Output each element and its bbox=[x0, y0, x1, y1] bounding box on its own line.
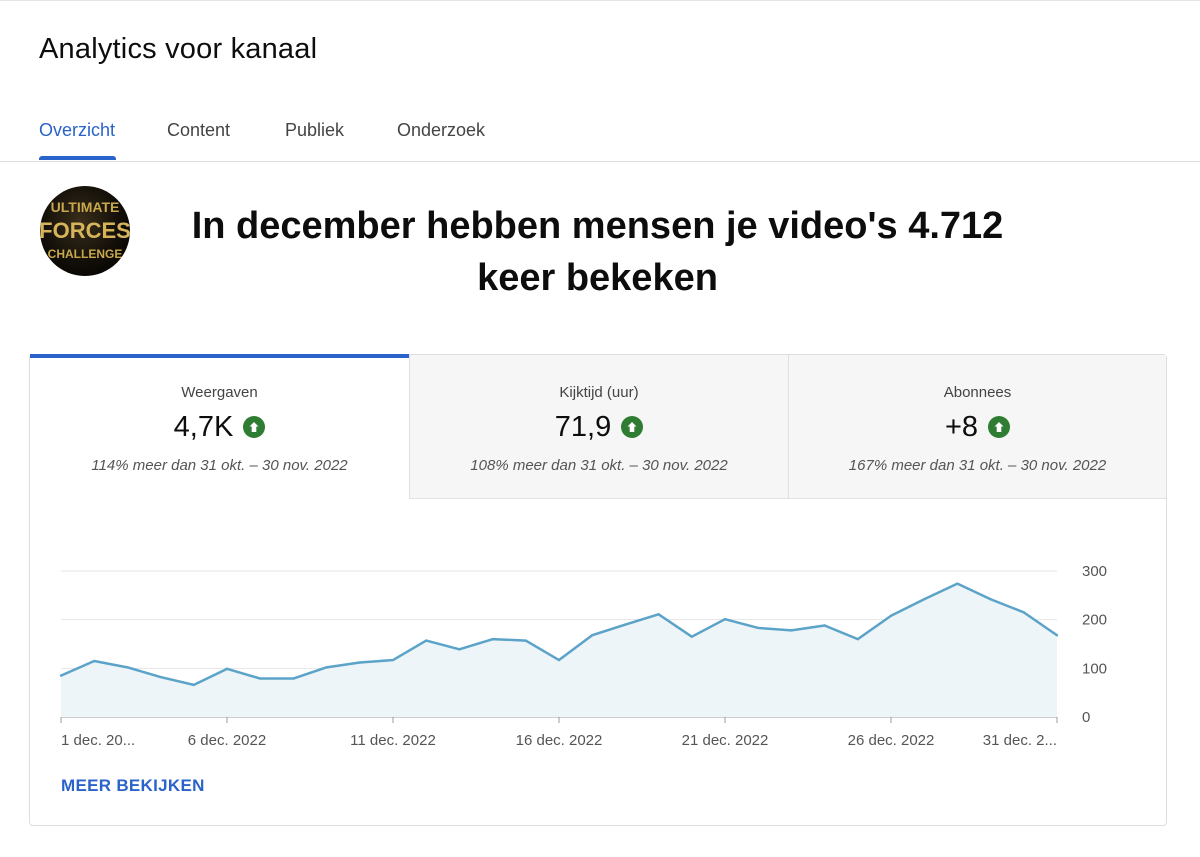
data-point bbox=[757, 626, 760, 630]
logo-text-top: ULTIMATE bbox=[51, 199, 120, 215]
tab-publiek[interactable]: Publiek bbox=[285, 120, 345, 140]
x-tick-label: 31 dec. 2... bbox=[983, 732, 1057, 749]
metric-comparison: 108% meer dan 31 okt. – 30 nov. 2022 bbox=[470, 457, 728, 474]
data-point bbox=[591, 634, 594, 637]
data-point bbox=[923, 598, 926, 601]
data-point bbox=[657, 613, 660, 616]
x-tick-label: 26 dec. 2022 bbox=[848, 732, 935, 749]
active-tab-indicator bbox=[39, 156, 116, 160]
data-point bbox=[325, 666, 328, 669]
summary-headline: In december hebben mensen je video's 4.7… bbox=[191, 205, 1004, 299]
metric-value-row: +8 bbox=[789, 409, 1166, 445]
arrow-up-icon bbox=[243, 416, 266, 438]
page-title: Analytics voor kanaal bbox=[39, 33, 318, 65]
data-point bbox=[126, 666, 129, 669]
x-tick-label: 6 dec. 2022 bbox=[188, 732, 266, 749]
area-fill bbox=[61, 583, 1057, 717]
data-point bbox=[458, 648, 461, 651]
y-tick-label: 300 bbox=[1082, 563, 1107, 580]
overview-card: Weergaven 4,7K 114% meer dan 31 okt. – 3… bbox=[29, 354, 1167, 826]
data-point bbox=[790, 629, 793, 632]
data-point bbox=[93, 659, 96, 663]
metric-tab-weergaven[interactable]: Weergaven 4,7K 114% meer dan 31 okt. – 3… bbox=[30, 354, 409, 499]
metric-value: +8 bbox=[944, 410, 979, 443]
x-tick-label: 16 dec. 2022 bbox=[516, 732, 603, 749]
data-point bbox=[259, 677, 262, 680]
metric-value-row: 71,9 bbox=[410, 409, 788, 445]
data-point bbox=[524, 639, 527, 642]
data-point bbox=[192, 683, 195, 687]
data-point bbox=[723, 617, 727, 621]
data-point bbox=[690, 635, 693, 638]
data-point bbox=[624, 623, 627, 626]
metric-label: Kijktijd (uur) bbox=[559, 384, 639, 401]
y-tick-label: 0 bbox=[1082, 709, 1090, 726]
tab-bar: Overzicht Content Publiek Onderzoek bbox=[0, 100, 1200, 162]
metric-label: Weergaven bbox=[181, 384, 258, 401]
views-chart: 300 200 100 0 1 dec. 20... 6 dec. 2022 11 dec.… bbox=[59, 563, 1107, 749]
top-divider bbox=[0, 0, 1200, 1]
x-tick-label: 1 dec. 20... bbox=[61, 732, 135, 749]
data-point bbox=[956, 582, 959, 585]
metric-comparison: 167% meer dan 31 okt. – 30 nov. 2022 bbox=[848, 457, 1107, 474]
data-point bbox=[989, 598, 992, 601]
logo-text-middle: FORCES bbox=[40, 218, 130, 243]
data-point bbox=[391, 658, 395, 662]
data-point bbox=[491, 637, 494, 641]
x-tick-label: 21 dec. 2022 bbox=[682, 732, 769, 749]
metric-tab-kijktijd[interactable]: Kijktijd (uur) 71,9 108% meer dan 31 okt… bbox=[409, 355, 788, 499]
metric-value-row: 4,7K bbox=[30, 409, 409, 445]
channel-logo: ULTIMATE FORCES CHALLENGE bbox=[40, 199, 130, 261]
arrow-up-icon bbox=[988, 416, 1011, 438]
data-point bbox=[292, 677, 295, 680]
channel-avatar: ULTIMATE FORCES CHALLENGE bbox=[40, 186, 130, 276]
data-point bbox=[823, 624, 826, 627]
data-point bbox=[225, 667, 229, 671]
y-tick-label: 200 bbox=[1082, 612, 1107, 629]
metric-comparison: 114% meer dan 31 okt. – 30 nov. 2022 bbox=[91, 457, 348, 474]
data-point bbox=[856, 637, 859, 641]
data-point bbox=[159, 675, 162, 679]
x-tick-label: 11 dec. 2022 bbox=[350, 732, 436, 749]
data-point bbox=[59, 674, 63, 677]
tab-content[interactable]: Content bbox=[167, 120, 231, 140]
data-point bbox=[889, 614, 893, 617]
logo-text-bottom: CHALLENGE bbox=[48, 247, 123, 261]
data-point bbox=[425, 639, 428, 642]
y-tick-label: 100 bbox=[1082, 660, 1107, 677]
data-point bbox=[358, 661, 361, 664]
metric-label: Abonnees bbox=[943, 384, 1012, 401]
tab-overzicht[interactable]: Overzicht bbox=[39, 120, 116, 140]
metric-tabs: Weergaven 4,7K 114% meer dan 31 okt. – 3… bbox=[30, 354, 1166, 499]
arrow-up-icon bbox=[621, 416, 644, 438]
data-point bbox=[1055, 634, 1059, 637]
metric-value: 4,7K bbox=[173, 410, 234, 443]
tab-onderzoek[interactable]: Onderzoek bbox=[397, 120, 486, 140]
data-point bbox=[557, 658, 561, 662]
see-more-link[interactable]: MEER BEKIJKEN bbox=[61, 776, 205, 795]
metric-value: 71,9 bbox=[554, 410, 612, 443]
selected-metric-indicator bbox=[30, 354, 409, 358]
metric-tab-abonnees[interactable]: Abonnees +8 167% meer dan 31 okt. – 30 n… bbox=[788, 355, 1166, 499]
data-point bbox=[1022, 611, 1025, 614]
